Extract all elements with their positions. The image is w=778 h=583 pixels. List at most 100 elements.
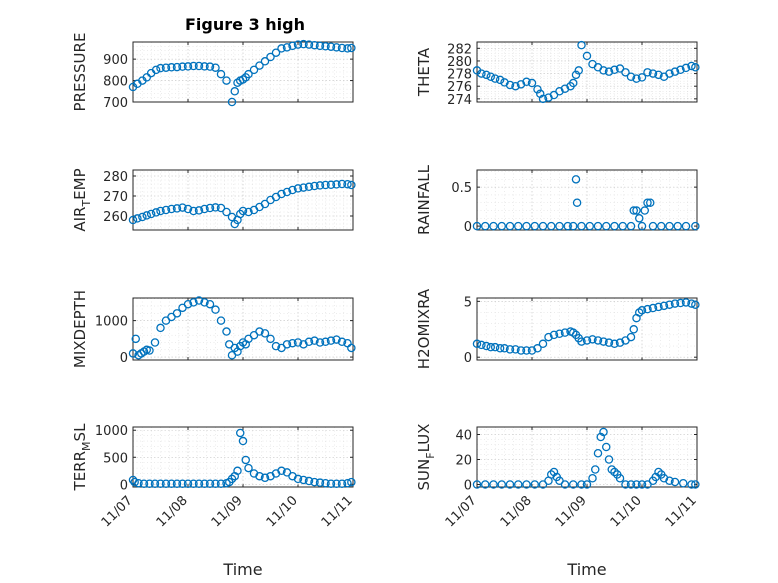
data-point xyxy=(514,221,523,231)
data-point xyxy=(299,183,308,192)
data-point xyxy=(577,40,586,50)
data-point xyxy=(626,480,636,489)
data-point xyxy=(304,40,314,49)
data-point xyxy=(691,221,700,231)
y-tick-label: 276 xyxy=(447,80,472,95)
data-point xyxy=(577,337,586,346)
y-tick-label: 0 xyxy=(464,479,472,494)
data-point xyxy=(648,303,658,313)
y-tick-label: 0 xyxy=(464,220,472,235)
axes-frame xyxy=(132,426,354,488)
data-point xyxy=(282,340,292,349)
data-point xyxy=(560,328,570,337)
data-point xyxy=(571,175,581,184)
data-point xyxy=(194,296,204,305)
data-point xyxy=(183,479,193,489)
data-point xyxy=(522,221,531,231)
data-point xyxy=(146,209,156,219)
data-point xyxy=(255,471,264,481)
data-point xyxy=(288,185,297,195)
data-point xyxy=(533,85,542,94)
y-tick-label: 1000 xyxy=(95,315,128,330)
data-point xyxy=(282,187,292,197)
y-axis-label: MIXDEPTH xyxy=(71,290,89,368)
data-point xyxy=(676,65,685,75)
data-point xyxy=(582,480,592,489)
data-point xyxy=(621,480,630,489)
data-point xyxy=(332,479,341,489)
data-point xyxy=(133,214,142,223)
data-point xyxy=(530,221,540,231)
data-point xyxy=(293,338,303,347)
data-point xyxy=(555,221,564,231)
data-point xyxy=(681,221,691,231)
data-point xyxy=(128,215,138,225)
data-point xyxy=(635,214,644,223)
x-axis-label: Time xyxy=(222,560,262,579)
x-tick-label: 11/10 xyxy=(264,493,301,530)
data-point xyxy=(183,62,193,71)
data-point xyxy=(321,478,330,488)
x-tick-label: 11/07 xyxy=(99,493,136,530)
y-axis-label: TERRMSL xyxy=(71,423,93,492)
axes-frame xyxy=(132,169,354,231)
data-point xyxy=(632,480,641,489)
data-point xyxy=(604,455,614,464)
data-point xyxy=(569,221,578,231)
y-tick-label: 1000 xyxy=(95,424,128,439)
data-point xyxy=(249,65,259,75)
data-point xyxy=(282,43,292,52)
data-point xyxy=(235,428,245,438)
data-point xyxy=(205,479,215,489)
data-point xyxy=(637,480,647,489)
data-point xyxy=(332,180,341,189)
data-point xyxy=(142,211,151,220)
data-point xyxy=(216,479,226,489)
data-point xyxy=(326,180,336,190)
y-axis-label-main: TERR xyxy=(71,451,89,492)
data-point xyxy=(172,62,182,72)
data-point xyxy=(640,206,650,215)
y-tick-label: 5 xyxy=(464,295,472,310)
data-point xyxy=(161,479,171,489)
data-point xyxy=(183,204,193,214)
data-point xyxy=(665,476,674,485)
subplot-4: 0 0.5 RAINFALL xyxy=(415,164,700,235)
data-point xyxy=(310,336,319,345)
data-point xyxy=(347,43,356,53)
data-point xyxy=(497,221,506,231)
y-axis-label-tail: EMP xyxy=(71,168,89,199)
y-tick-label: 270 xyxy=(103,190,128,205)
data-point xyxy=(211,63,220,72)
data-point xyxy=(194,479,204,489)
y-axis-label-tail: SL xyxy=(71,423,89,442)
data-point xyxy=(591,465,600,474)
y-tick-label: 0 xyxy=(120,351,128,366)
y-axis-label-main: PRESSURE xyxy=(71,33,89,112)
data-point xyxy=(299,39,308,49)
data-point xyxy=(172,309,182,318)
data-point xyxy=(563,221,573,231)
data-point xyxy=(533,344,542,353)
x-tick-label: 11/11 xyxy=(663,493,700,530)
data-point xyxy=(607,465,617,474)
y-tick-label: 280 xyxy=(447,55,472,70)
data-point xyxy=(681,298,691,307)
subplot-5: 0 1000 MIXDEPTH xyxy=(71,290,356,368)
data-point xyxy=(131,334,140,344)
x-axis-label: Time xyxy=(566,560,606,579)
data-point xyxy=(189,479,198,489)
data-point xyxy=(260,473,270,483)
data-point xyxy=(167,204,176,214)
data-point xyxy=(244,463,253,473)
data-point xyxy=(572,198,582,207)
data-point xyxy=(337,43,347,53)
y-tick-label: 0 xyxy=(120,478,128,493)
data-point xyxy=(183,299,193,309)
data-point xyxy=(610,467,619,477)
data-point xyxy=(326,479,336,489)
data-point xyxy=(574,66,584,75)
data-point xyxy=(665,300,674,309)
